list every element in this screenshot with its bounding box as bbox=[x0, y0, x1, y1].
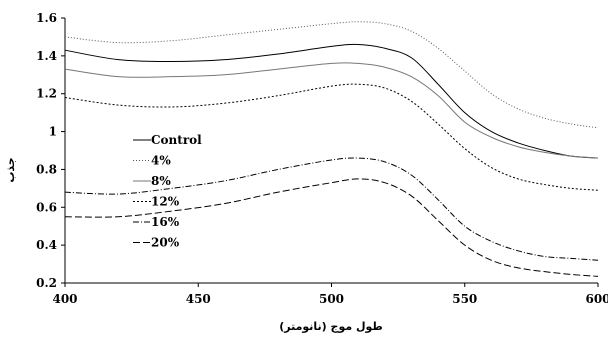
y-tick-label: 0.8 bbox=[36, 162, 57, 176]
y-axis-ticks: 0.2 0.4 0.6 0.8 1 1.2 1.4 1.6 bbox=[36, 11, 65, 290]
legend: Control 4% 8% 12% 16% 20% bbox=[133, 133, 202, 250]
y-tick-label: 0.2 bbox=[36, 276, 57, 290]
x-tick-label: 450 bbox=[186, 292, 211, 306]
legend-label: 12% bbox=[151, 195, 180, 209]
y-tick-label: 0.4 bbox=[36, 238, 57, 252]
series-line-3 bbox=[64, 62, 599, 159]
legend-label: 4% bbox=[151, 154, 171, 168]
x-tick-label: 600 bbox=[585, 292, 608, 306]
y-axis-title: جذب bbox=[4, 157, 17, 182]
series-line-4 bbox=[64, 83, 599, 191]
legend-label: 8% bbox=[151, 174, 171, 188]
plot-area bbox=[64, 18, 598, 284]
y-tick-label: 1.6 bbox=[36, 11, 57, 25]
series-line-1 bbox=[64, 43, 599, 159]
legend-label: 16% bbox=[151, 215, 180, 229]
series-line-6 bbox=[64, 178, 599, 277]
series-line-2 bbox=[64, 21, 599, 129]
legend-label: 20% bbox=[151, 236, 180, 250]
y-tick-label: 1.2 bbox=[36, 87, 57, 101]
y-tick-label: 1 bbox=[49, 125, 57, 139]
x-axis-title: طول موج (نانومتر) bbox=[279, 320, 383, 334]
series-line-5 bbox=[64, 157, 599, 261]
x-tick-label: 500 bbox=[319, 292, 344, 306]
y-tick-label: 1.4 bbox=[36, 49, 57, 63]
legend-label: Control bbox=[151, 133, 202, 147]
x-tick-label: 550 bbox=[452, 292, 477, 306]
x-tick-label: 400 bbox=[52, 292, 77, 306]
y-tick-label: 0.6 bbox=[36, 200, 57, 214]
series-layer bbox=[64, 21, 599, 277]
x-axis-ticks: 400 450 500 550 600 bbox=[52, 283, 608, 306]
